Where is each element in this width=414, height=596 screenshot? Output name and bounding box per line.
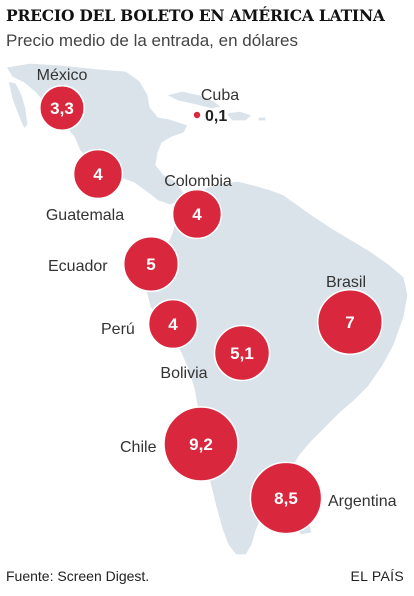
publisher-brand: EL PAÍS (350, 568, 404, 584)
value-label-guatemala: 4 (93, 165, 103, 184)
country-label-argentina: Argentina (328, 493, 397, 510)
country-label-mexico: México (37, 67, 88, 84)
country-label-bolivia: Bolivia (160, 365, 207, 382)
bubble-cuba (193, 111, 201, 119)
bubble-colombia (171, 188, 223, 240)
country-label-guatemala: Guatemala (46, 207, 124, 224)
value-label-ecuador: 5 (146, 255, 155, 274)
country-label-brasil: Brasil (326, 274, 366, 291)
value-label-cuba: 0,1 (205, 108, 227, 125)
chart-subtitle: Precio medio de la entrada, en dólares (6, 31, 299, 50)
bubble-ecuador (122, 235, 180, 293)
puerto-rico-shape (257, 116, 267, 122)
value-label-chile: 9,2 (189, 435, 213, 454)
country-label-peru: Perú (101, 321, 135, 338)
bubble-brasil (316, 288, 384, 356)
value-label-argentina: 8,5 (274, 489, 298, 508)
bubble-guatemala (72, 148, 124, 200)
value-label-brasil: 7 (345, 313, 354, 332)
source-note: Fuente: Screen Digest. (6, 568, 150, 584)
baja-california-shape (7, 80, 29, 131)
cuba-shape (164, 90, 224, 110)
bubble-bolivia (213, 324, 271, 382)
country-label-colombia: Colombia (164, 173, 232, 190)
bubble-peru (147, 298, 199, 350)
bubble-argentina (249, 461, 323, 535)
hispaniola-shape (224, 110, 254, 122)
country-label-chile: Chile (120, 439, 157, 456)
value-label-mexico: 3,3 (50, 99, 74, 118)
country-label-cuba: Cuba (201, 87, 239, 104)
value-label-peru: 4 (168, 315, 178, 334)
bubble-chile (163, 406, 239, 482)
bubble-map: 3,3 México 0,1 Cuba 4 Guatemala 4 Colombia 5 Ecua… (5, 62, 409, 556)
value-label-bolivia: 5,1 (230, 344, 254, 363)
chart-title: PRECIO DEL BOLETO EN AMÉRICA LATINA (6, 6, 385, 25)
country-label-ecuador: Ecuador (48, 258, 108, 275)
bubble-mexico (39, 85, 85, 131)
value-label-colombia: 4 (192, 205, 202, 224)
